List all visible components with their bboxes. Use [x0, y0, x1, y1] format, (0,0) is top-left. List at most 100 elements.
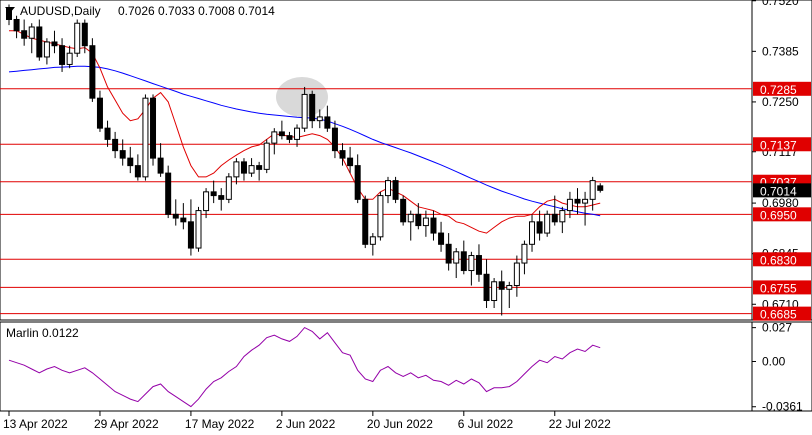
candle-body	[51, 41, 58, 47]
candle-body	[392, 180, 399, 200]
indicator-axis	[751, 321, 812, 412]
time-tick-label: 22 Jul 2022	[549, 417, 611, 431]
chevron-down-icon[interactable]	[5, 7, 15, 13]
candle-body	[324, 116, 331, 129]
main-panel: 0.75200.73850.72500.71170.69800.68450.67…	[0, 0, 812, 322]
candle-body	[218, 195, 225, 200]
candle	[89, 38, 96, 102]
candle-body	[430, 217, 437, 234]
candle-body	[13, 18, 20, 32]
candle	[331, 120, 338, 159]
candle-body	[165, 172, 172, 215]
candle	[142, 94, 149, 181]
candle	[377, 191, 384, 241]
candle	[498, 270, 505, 316]
candle-body	[81, 22, 88, 47]
candle-body	[256, 165, 263, 170]
candle-body	[286, 135, 293, 140]
candle-body	[559, 210, 566, 223]
candle-body	[278, 131, 285, 137]
candle	[551, 195, 558, 226]
candle	[529, 214, 536, 252]
candle-body	[521, 243, 528, 264]
candle-body	[589, 180, 596, 200]
candle-body	[498, 281, 505, 290]
candle	[574, 188, 581, 215]
candle-body	[74, 22, 81, 54]
main-price-axis	[751, 0, 812, 321]
candle	[21, 19, 28, 46]
candle-body	[339, 150, 346, 159]
candle	[430, 210, 437, 241]
candle-body	[407, 213, 414, 223]
indicator-ticks: 0.027 0.00 -0.0361	[752, 321, 803, 414]
ma-line-red	[9, 30, 601, 234]
candle	[233, 158, 240, 185]
candle	[256, 161, 263, 181]
candle-body	[460, 251, 467, 272]
candle-body	[438, 232, 445, 245]
candle	[294, 124, 301, 147]
candle	[362, 195, 369, 249]
candle	[597, 183, 604, 193]
candle-body	[127, 157, 134, 167]
candle	[13, 15, 20, 39]
candle	[453, 248, 460, 279]
candle	[271, 128, 278, 155]
candle	[203, 188, 210, 219]
candle-body	[96, 97, 103, 129]
candle-body	[597, 185, 604, 191]
level-tag: 0.6755	[760, 281, 797, 295]
candle	[195, 206, 202, 252]
level-tag-bg	[753, 306, 811, 321]
candle-body	[536, 221, 543, 234]
candle-body	[529, 221, 536, 245]
candle	[180, 203, 187, 230]
candle	[589, 176, 596, 211]
level-tag: 0.7137	[760, 138, 797, 152]
candle-body	[513, 262, 520, 287]
candle-body	[506, 285, 513, 290]
price-tick-label: 0.7520	[762, 0, 799, 8]
candle-body	[316, 116, 323, 122]
candle-body	[422, 217, 429, 227]
candles	[6, 4, 604, 316]
time-tick-label: 13 Apr 2022	[3, 417, 68, 431]
candle	[415, 203, 422, 230]
candle	[347, 146, 354, 174]
candle	[225, 173, 232, 204]
level-tag: 0.6830	[760, 253, 797, 267]
candle	[263, 139, 270, 174]
candle-body	[43, 41, 50, 58]
candle-body	[271, 131, 278, 144]
candle-body	[225, 176, 232, 200]
candle	[81, 19, 88, 54]
candle-body	[203, 191, 210, 212]
candle-body	[172, 213, 179, 219]
indicator-panel: Marlin 0.0122 0.027 0.00 -0.0361	[0, 321, 812, 414]
current-price-tag-bg	[753, 183, 811, 198]
candle-body	[150, 97, 157, 159]
candle-body	[233, 161, 240, 178]
candle-body	[89, 45, 96, 99]
candle-body	[331, 127, 338, 152]
indicator-tick-label: -0.0361	[762, 400, 803, 414]
level-tag-bg	[753, 81, 811, 96]
candle-body	[309, 93, 316, 122]
candle	[210, 180, 217, 204]
candle	[475, 244, 482, 282]
candle	[165, 165, 172, 219]
candle-body	[28, 26, 35, 39]
indicator-tick-label: 0.027	[762, 321, 792, 335]
candle	[36, 19, 43, 61]
candle-body	[468, 255, 475, 272]
level-tag: 0.7285	[760, 83, 797, 97]
candle	[354, 154, 361, 204]
candle	[112, 131, 119, 159]
candle	[445, 233, 452, 271]
candle	[400, 195, 407, 226]
candle-body	[491, 281, 498, 302]
candle-body	[157, 157, 164, 174]
level-tags: 0.72850.71370.70370.69500.68300.67550.66…	[753, 81, 811, 322]
candle-body	[142, 97, 149, 178]
